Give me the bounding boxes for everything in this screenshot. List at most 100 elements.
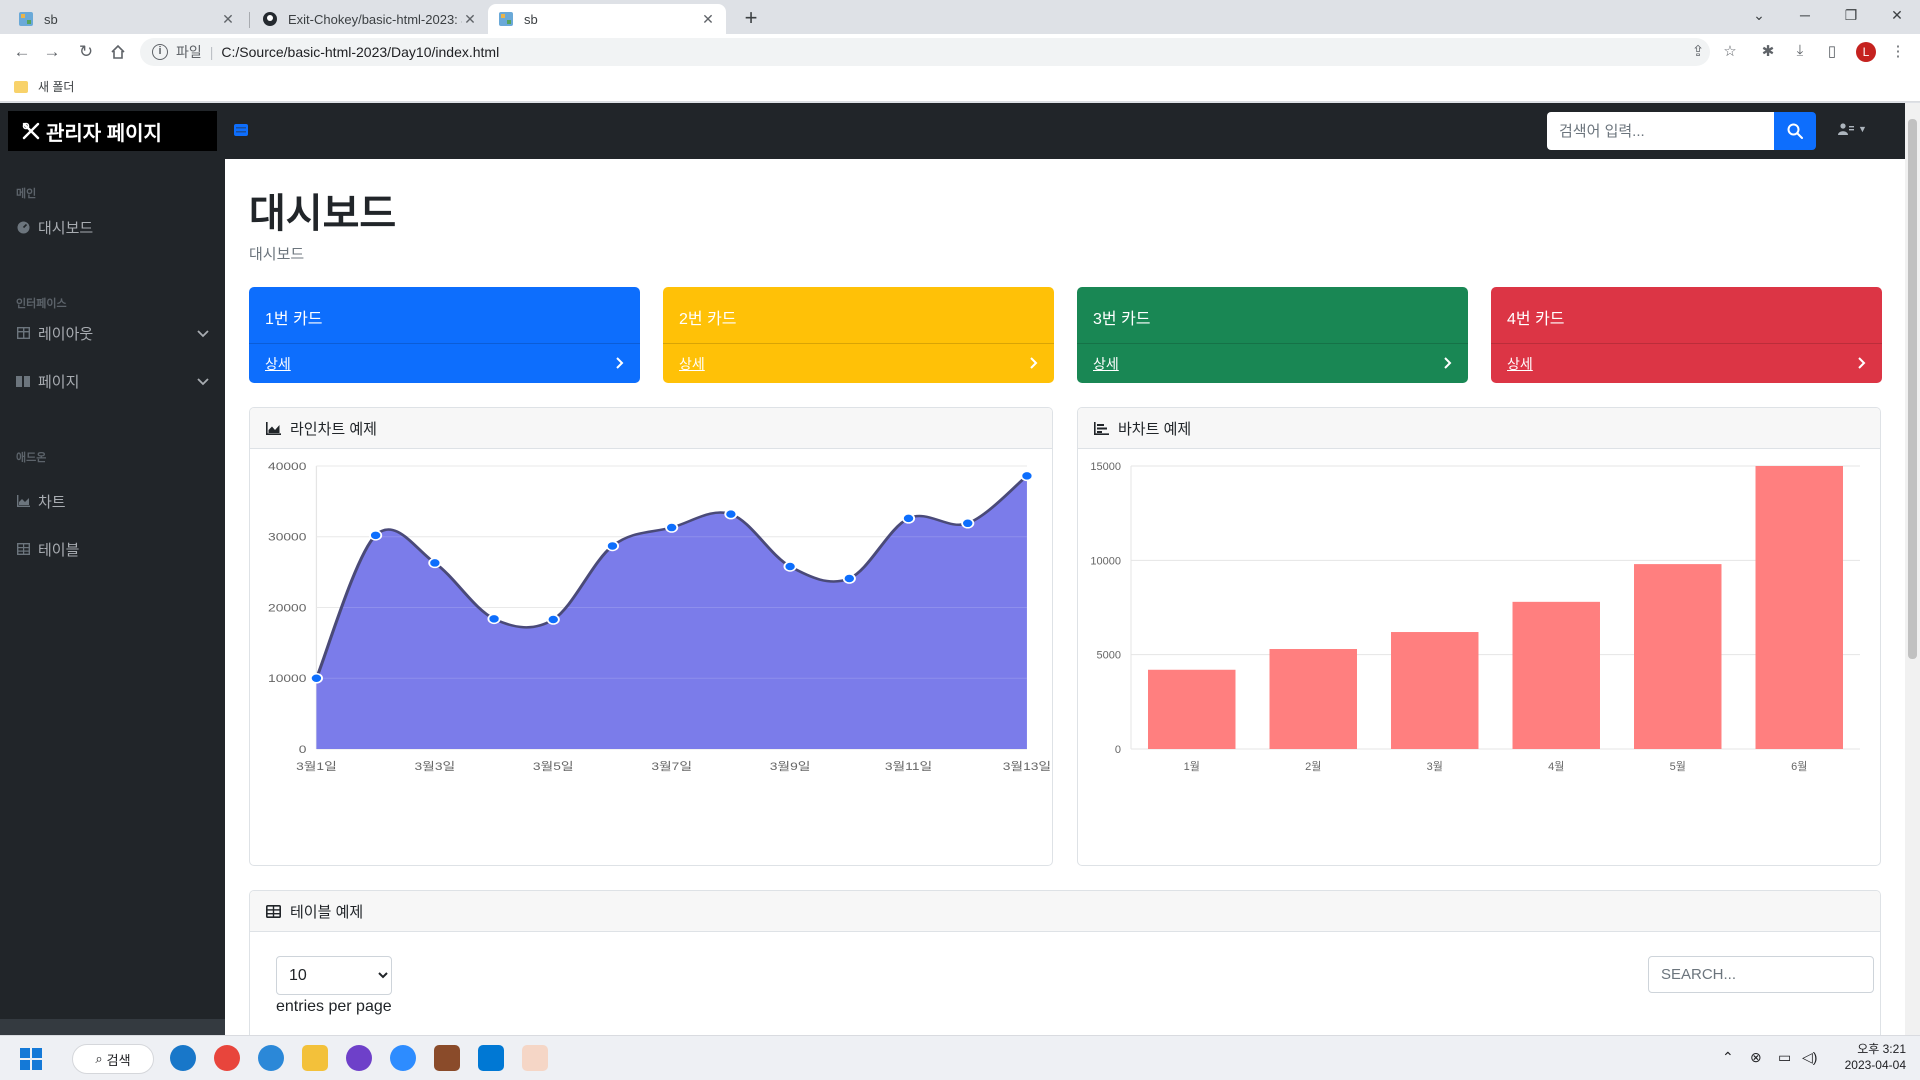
zoom-icon[interactable] xyxy=(390,1045,416,1071)
tray-app-icon[interactable]: ⊗ xyxy=(1750,1049,1762,1065)
sidebar-item-charts[interactable]: 차트 xyxy=(16,489,210,513)
line-chart-y-tick-label: 20000 xyxy=(268,602,306,614)
stat-card-2: 2번 카드 상세 xyxy=(663,287,1054,383)
github-desktop-icon[interactable] xyxy=(346,1045,372,1071)
stat-card-detail-link[interactable]: 상세 xyxy=(1507,355,1533,372)
sidebar-item-tables[interactable]: 테이블 xyxy=(16,537,210,561)
bookmark-star-icon[interactable]: ☆ xyxy=(1723,43,1737,60)
taskbar-clock[interactable]: 오후 3:21 2023-04-04 xyxy=(1844,1042,1906,1072)
back-icon[interactable]: ← xyxy=(13,42,31,61)
table-icon xyxy=(266,904,282,918)
forward-icon[interactable]: → xyxy=(43,42,61,61)
tray-chevron-up-icon[interactable]: ⌃ xyxy=(1722,1049,1734,1065)
chevron-right-icon xyxy=(1858,356,1866,372)
share-icon[interactable]: ⇪ xyxy=(1691,43,1705,60)
windows-start-icon[interactable] xyxy=(20,1048,42,1070)
stat-card-detail-link[interactable]: 상세 xyxy=(679,355,705,372)
sidebar-item-layouts[interactable]: 레이아웃 xyxy=(16,321,210,345)
line-chart-point xyxy=(901,513,916,524)
browser-app-icon[interactable] xyxy=(258,1045,284,1071)
close-tab-icon[interactable]: ✕ xyxy=(222,10,234,27)
minimize-icon[interactable]: ─ xyxy=(1800,7,1810,23)
address-bar[interactable]: i 파일 | C:/Source/basic-html-2023/Day10/i… xyxy=(140,38,1710,66)
user-dropdown[interactable]: ▼ xyxy=(1838,123,1867,135)
line-chart-card-header: 라인차트 예제 xyxy=(250,408,1052,449)
tab-search-chevron-icon[interactable]: ⌄ xyxy=(1753,6,1765,23)
main-content: 대시보드 대시보드 1번 카드 상세 2번 카드 상세 3번 카드 상세 4번 … xyxy=(225,159,1905,1035)
network-icon[interactable]: ▭ xyxy=(1778,1049,1792,1065)
top-search-input[interactable] xyxy=(1547,112,1774,150)
breadcrumb: 대시보드 xyxy=(249,246,305,263)
line-chart-point xyxy=(369,530,383,541)
tools-icon xyxy=(22,122,40,140)
taskbar-search[interactable]: ⌕ 검색 xyxy=(72,1044,154,1074)
vscode-icon[interactable] xyxy=(478,1045,504,1071)
file-explorer-icon[interactable] xyxy=(302,1045,328,1071)
bar-chart-x-tick-label: 5월 xyxy=(1670,760,1686,773)
close-tab-icon[interactable]: ✕ xyxy=(464,10,476,27)
download-icon[interactable]: ⤓ xyxy=(1796,42,1804,59)
globe-favicon-icon xyxy=(498,11,514,27)
line-chart-area xyxy=(316,475,1027,749)
stat-card-3: 3번 카드 상세 xyxy=(1077,287,1468,383)
web-page: 관리자 페이지 ▼ 메인 대시보드 인터페이스 레이아웃 xyxy=(0,103,1920,1035)
omnibox-divider: | xyxy=(209,44,214,60)
edge-icon[interactable] xyxy=(170,1045,196,1071)
sidebar-item-pages[interactable]: 페이지 xyxy=(16,369,210,393)
browser-tab-3-active[interactable]: sb ✕ xyxy=(488,4,726,34)
stat-card-4: 4번 카드 상세 xyxy=(1491,287,1882,383)
stat-card-footer: 상세 xyxy=(1077,343,1468,383)
chevron-right-icon xyxy=(1030,356,1038,372)
search-icon: ⌕ xyxy=(95,1051,103,1066)
table-search-input[interactable] xyxy=(1648,956,1874,993)
side-panel-icon[interactable]: ▯ xyxy=(1827,43,1837,60)
tachometer-icon xyxy=(16,220,30,234)
restore-icon[interactable]: ❐ xyxy=(1844,6,1858,23)
bar-chart-bar xyxy=(1512,601,1600,749)
line-chart-x-tick-label: 3월5일 xyxy=(533,760,574,772)
new-tab-icon[interactable]: + xyxy=(744,5,758,30)
line-chart-x-tick-label: 3월11일 xyxy=(885,760,932,772)
chrome-icon[interactable] xyxy=(214,1045,240,1071)
folder-icon xyxy=(14,80,28,93)
home-icon[interactable] xyxy=(106,40,130,64)
top-search xyxy=(1547,112,1816,150)
browser-tab-1[interactable]: sb ✕ xyxy=(8,4,246,34)
line-chart-point xyxy=(428,557,442,569)
game-app-icon[interactable] xyxy=(434,1045,460,1071)
close-window-icon[interactable]: ✕ xyxy=(1891,6,1903,23)
bar-chart-card-header: 바차트 예제 xyxy=(1078,408,1880,449)
close-tab-icon[interactable]: ✕ xyxy=(702,10,714,27)
profile-avatar[interactable]: L xyxy=(1856,42,1876,62)
tab-separator xyxy=(249,12,250,28)
table-card-header: 테이블 예제 xyxy=(250,891,1880,932)
book-icon xyxy=(16,374,30,388)
page-scrollbar[interactable] xyxy=(1905,103,1920,1035)
top-search-button[interactable] xyxy=(1774,112,1816,150)
brand-logo[interactable]: 관리자 페이지 xyxy=(8,111,217,151)
reload-icon[interactable]: ↻ xyxy=(78,42,94,61)
presentation-app-icon[interactable] xyxy=(522,1045,548,1071)
area-chart-icon xyxy=(16,494,30,508)
line-chart-y-tick-label: 40000 xyxy=(268,460,306,472)
stat-card-detail-link[interactable]: 상세 xyxy=(1093,355,1119,372)
bar-chart-y-tick-label: 15000 xyxy=(1090,461,1121,473)
scrollbar-thumb[interactable] xyxy=(1908,119,1917,659)
info-icon[interactable]: i xyxy=(152,44,168,60)
url-text[interactable]: C:/Source/basic-html-2023/Day10/index.ht… xyxy=(221,44,500,60)
browser-tab-bar: sb ✕ Exit-Chokey/basic-html-2023: Ja ✕ s… xyxy=(0,0,1920,34)
chrome-menu-icon[interactable]: ⋮ xyxy=(1890,43,1906,60)
extensions-puzzle-icon[interactable]: ✱ xyxy=(1761,43,1775,60)
volume-icon[interactable]: ◁) xyxy=(1802,1049,1818,1065)
browser-tab-2[interactable]: Exit-Chokey/basic-html-2023: Ja ✕ xyxy=(252,4,488,34)
bar-chart-bar xyxy=(1391,632,1479,749)
line-chart-point xyxy=(842,573,856,584)
stat-card-detail-link[interactable]: 상세 xyxy=(265,355,291,372)
stat-card-title: 2번 카드 xyxy=(679,311,737,328)
stat-card-footer: 상세 xyxy=(663,343,1054,383)
sidebar-item-dashboard[interactable]: 대시보드 xyxy=(16,215,210,239)
entries-per-page-select[interactable]: 10 xyxy=(276,956,392,995)
sidebar-toggle-icon[interactable] xyxy=(234,123,248,136)
line-chart-x-tick-label: 3월1일 xyxy=(296,760,337,772)
bookmark-folder[interactable]: 새 폴더 xyxy=(14,78,74,95)
